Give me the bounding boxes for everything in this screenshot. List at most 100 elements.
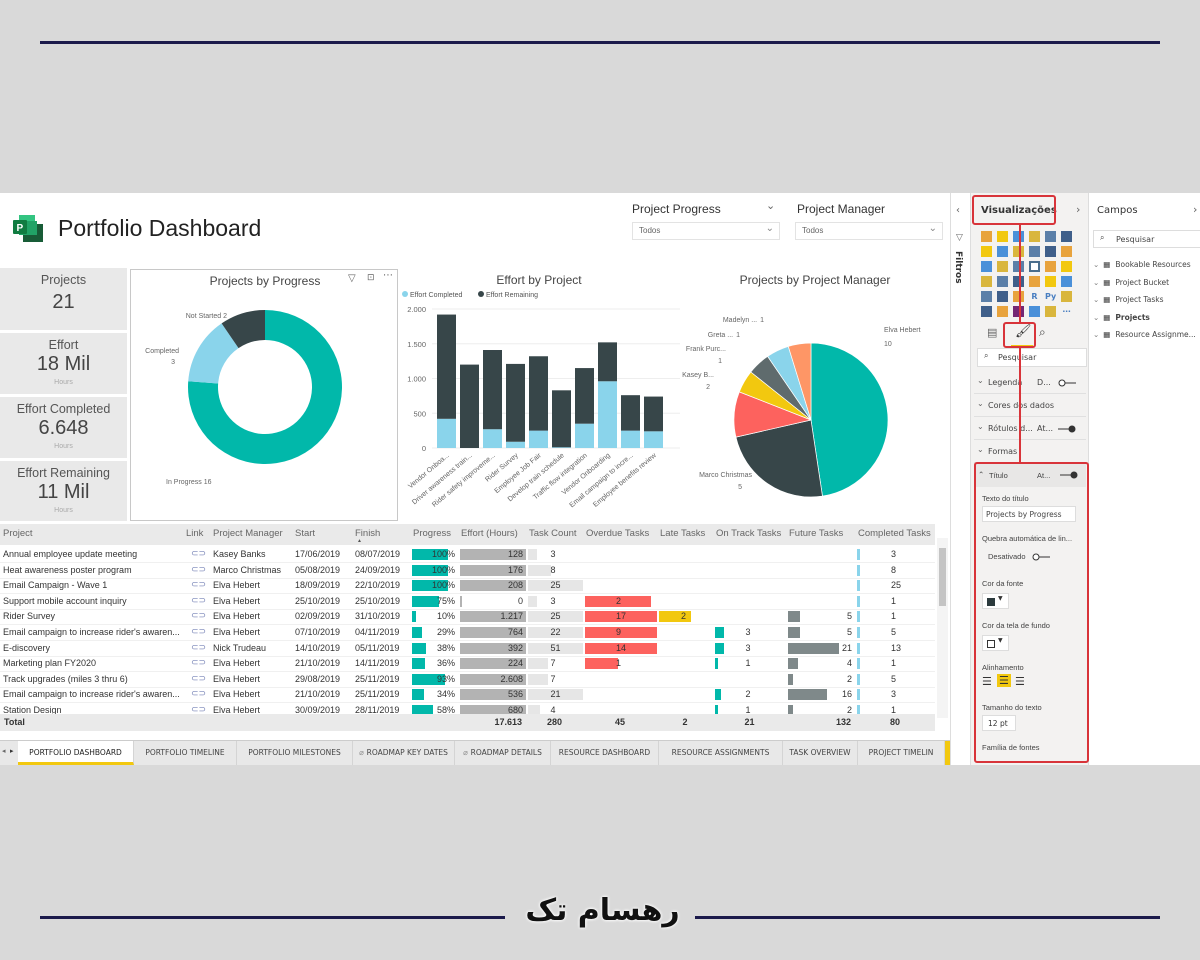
format-section[interactable]: ⌄ Legenda D... [974,371,1086,394]
paint-roller-format-icon[interactable]: 🖌 [1015,324,1032,339]
100-bar-icon[interactable] [1045,231,1056,242]
bar-segment[interactable] [621,395,640,431]
link-icon[interactable]: ⊂⊃ [191,610,207,621]
table-row[interactable]: Email Campaign - Wave 1 ⊂⊃ Elva Hebert 18/0… [0,578,935,595]
page-tab[interactable]: TASK OVERVIEW [783,741,858,765]
map-icon[interactable] [1061,261,1072,272]
area-icon[interactable] [997,246,1008,257]
donut-visual[interactable]: Projects by Progress ▽ ⊡ ⋯ In Progress 1… [130,269,398,521]
custom-visual-icon[interactable] [1045,306,1056,317]
manager-pie-visual[interactable]: Projects by Project Manager Elva Hebert 1… [680,269,950,521]
link-icon[interactable]: ⊂⊃ [191,579,207,590]
link-icon[interactable]: ⊂⊃ [191,657,207,668]
link-icon[interactable]: ⊂⊃ [191,688,207,699]
funnel-icon[interactable] [997,276,1008,287]
table-row[interactable]: Support mobile account inquiry ⊂⊃ Elva Heb… [0,594,935,610]
title-toggle[interactable] [1060,471,1078,479]
waterfall-icon[interactable] [981,261,992,272]
column-header[interactable]: Completed Tasks [855,524,935,545]
table-row[interactable]: Email campaign to increase rider's aware… [0,625,935,641]
card-icon[interactable] [1029,276,1040,287]
bar-segment[interactable] [621,430,640,448]
column-header[interactable]: Overdue Tasks [583,524,657,545]
legend-label[interactable]: Effort Completed [410,292,463,299]
link-icon[interactable]: ⊂⊃ [191,563,207,574]
link-icon[interactable]: ⊂⊃ [191,704,207,714]
donut-icon[interactable] [1029,261,1040,272]
page-tab[interactable]: ⌀ ROADMAP DETAILS [455,741,551,765]
globe-icon[interactable] [997,306,1008,317]
key-influencers-icon[interactable] [1061,291,1072,302]
format-section[interactable]: ⌄ Rótulos d... At... [974,417,1086,440]
bar-segment[interactable] [437,418,456,448]
stacked-area-icon[interactable] [1013,246,1024,257]
page-tab[interactable]: PORTFOLIO MILESTONES [237,741,353,765]
clustered-column-icon[interactable] [1029,231,1040,242]
kpi-effort-completed[interactable]: Effort Completed 6.648 Hours [0,397,127,458]
page-tab[interactable]: PROJECT TIMELIN [858,741,945,765]
effort-bar-visual[interactable]: Effort by Project 0 500 1.000 1.500 2.000 Eff… [398,269,680,521]
bar-segment[interactable] [598,342,617,382]
more-options-icon[interactable]: ⋯ [383,270,393,281]
bar-segment[interactable] [552,447,571,448]
bar-segment[interactable] [575,368,594,424]
project-manager-dropdown[interactable]: Todos ⌄ [795,222,943,240]
legend-label[interactable]: Effort Remaining [486,292,538,299]
table-row[interactable]: Annual employee update meeting ⊂⊃ Kasey Ba… [0,547,935,563]
clustered-bar-icon[interactable] [1013,231,1024,242]
column-header[interactable]: Link [183,524,210,545]
column-header[interactable]: Late Tasks [657,524,713,545]
table-row[interactable]: Marketing plan FY2020 ⊂⊃ Elva Hebert 21/10/… [0,656,935,673]
link-icon[interactable]: ⊂⊃ [191,641,207,652]
link-icon[interactable]: ⊂⊃ [191,626,207,636]
bar-segment[interactable] [644,431,663,448]
100-column-icon[interactable] [1061,231,1072,242]
pie-icon[interactable] [1013,261,1024,272]
bar-segment[interactable] [644,396,663,432]
align-center-icon[interactable]: ☰ [997,674,1011,687]
table-icon[interactable] [997,291,1008,302]
stacked-column-icon[interactable] [997,231,1008,242]
field-table[interactable]: ⌄ ▦ Bookable Resources [1093,260,1191,269]
filters-pane-collapsed[interactable]: ‹ ▽ Filtros [950,193,970,765]
filter-icon[interactable]: ▽ [348,273,356,284]
column-header[interactable]: On Track Tasks [713,524,786,545]
r-visual-icon[interactable]: R [1031,292,1038,301]
qa-icon[interactable] [981,306,992,317]
bar-segment[interactable] [575,423,594,448]
stacked-bar-icon[interactable] [981,231,992,242]
kpi-effort[interactable]: Effort 18 Mil Hours [0,333,127,394]
powerapps-icon[interactable] [1013,306,1024,317]
title-section-header[interactable]: ⌃ Título At... [974,463,1086,487]
matrix-icon[interactable] [1013,291,1024,302]
bar-segment[interactable] [483,429,502,448]
page-tab[interactable]: PORTFOLIO DASHBOARD [18,741,134,765]
line-icon[interactable] [981,246,992,257]
link-icon[interactable]: ⊂⊃ [191,594,207,605]
field-table[interactable]: ⌄ ▦ Projects [1093,313,1150,322]
column-header[interactable]: Effort (Hours) [458,524,526,545]
fields-search-input[interactable]: ⌕ Pesquisar [1093,230,1200,248]
projects-table[interactable]: Project Link Project Manager Start Finish Pro… [0,524,950,731]
table-row[interactable]: Rider Survey ⊂⊃ Elva Hebert 02/09/2019 31/10… [0,609,935,626]
scatter-icon[interactable] [997,261,1008,272]
bar-segment[interactable] [506,441,525,448]
bar-segment[interactable] [483,350,502,430]
format-section[interactable]: ⌄ Formas [974,440,1086,463]
link-icon[interactable]: ⊂⊃ [191,672,207,683]
bar-segment[interactable] [552,390,571,448]
tab-scroll-left-icon[interactable]: ◂ [2,747,6,755]
background-color-picker[interactable]: ▼ [982,635,1009,651]
field-table[interactable]: ⌄ ▦ Project Bucket [1093,278,1169,287]
field-table[interactable]: ⌄ ▦ Resource Assignme... [1093,330,1196,339]
table-row[interactable]: E-discovery ⊂⊃ Nick Trudeau 14/10/2019 05/11… [0,641,935,657]
section-toggle[interactable] [1058,425,1076,433]
pie-slice[interactable] [735,419,823,498]
multirow-card-icon[interactable] [1045,276,1056,287]
filters-label[interactable]: Filtros [953,251,963,284]
kpi-projects[interactable]: Projects 21 [0,268,127,330]
format-section[interactable]: ⌄ Cores dos dados [974,394,1086,417]
treemap-icon[interactable] [1045,261,1056,272]
donut-slice[interactable] [188,310,342,464]
bar-segment[interactable] [529,430,548,448]
